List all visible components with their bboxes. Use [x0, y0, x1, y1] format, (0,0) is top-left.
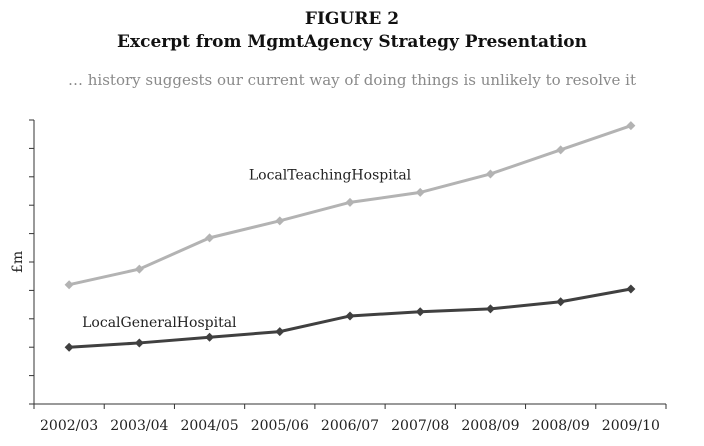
series-group [64, 121, 636, 290]
data-point-marker [275, 327, 285, 337]
x-axis-ticks [33, 404, 667, 409]
series-labels: LocalTeachingHospital LocalGeneralHospita… [82, 167, 412, 331]
x-tick-label: 2005/06 [251, 418, 309, 434]
x-tick-label: 2002/03 [40, 418, 98, 434]
figure-title: Excerpt from MgmtAgency Strategy Present… [117, 32, 587, 52]
x-tick-label: 2007/08 [391, 418, 449, 434]
x-tick-label: 2004/05 [180, 418, 238, 434]
data-point-marker [64, 342, 74, 352]
data-point-marker [415, 307, 425, 317]
y-axis-label: £m [10, 251, 26, 273]
data-point-marker [485, 304, 495, 314]
x-tick-label: 2008/09 [461, 418, 519, 434]
data-point-marker [556, 145, 566, 155]
x-tick-label: 2009/10 [602, 418, 660, 434]
data-point-marker [415, 187, 425, 197]
series-label: LocalTeachingHospital [249, 167, 412, 183]
series-group [64, 284, 636, 352]
data-point-marker [134, 264, 144, 274]
data-point-marker [345, 311, 355, 321]
x-tick-label: 2003/04 [110, 418, 168, 434]
data-point-marker [485, 169, 495, 179]
x-tick-label: 2008/09 [532, 418, 590, 434]
x-axis-tick-labels: 2002/03 2003/04 2004/05 2005/06 2006/07 2007/… [40, 418, 660, 434]
data-point-marker [556, 297, 566, 307]
series-label: LocalGeneralHospital [82, 315, 237, 331]
y-axis-ticks [29, 119, 34, 405]
figure-number: FIGURE 2 [304, 9, 400, 29]
figure-title-block: FIGURE 2 Excerpt from MgmtAgency Strateg… [0, 8, 704, 54]
data-point-marker [205, 233, 215, 243]
data-point-marker [345, 197, 355, 207]
data-point-marker [626, 121, 636, 131]
data-point-marker [64, 280, 74, 290]
data-point-marker [134, 338, 144, 348]
data-point-marker [205, 332, 215, 342]
figure-subtitle: … history suggests our current way of do… [68, 71, 636, 89]
data-point-marker [275, 216, 285, 226]
data-point-marker [626, 284, 636, 294]
x-tick-label: 2006/07 [321, 418, 379, 434]
series-layer [64, 121, 636, 352]
